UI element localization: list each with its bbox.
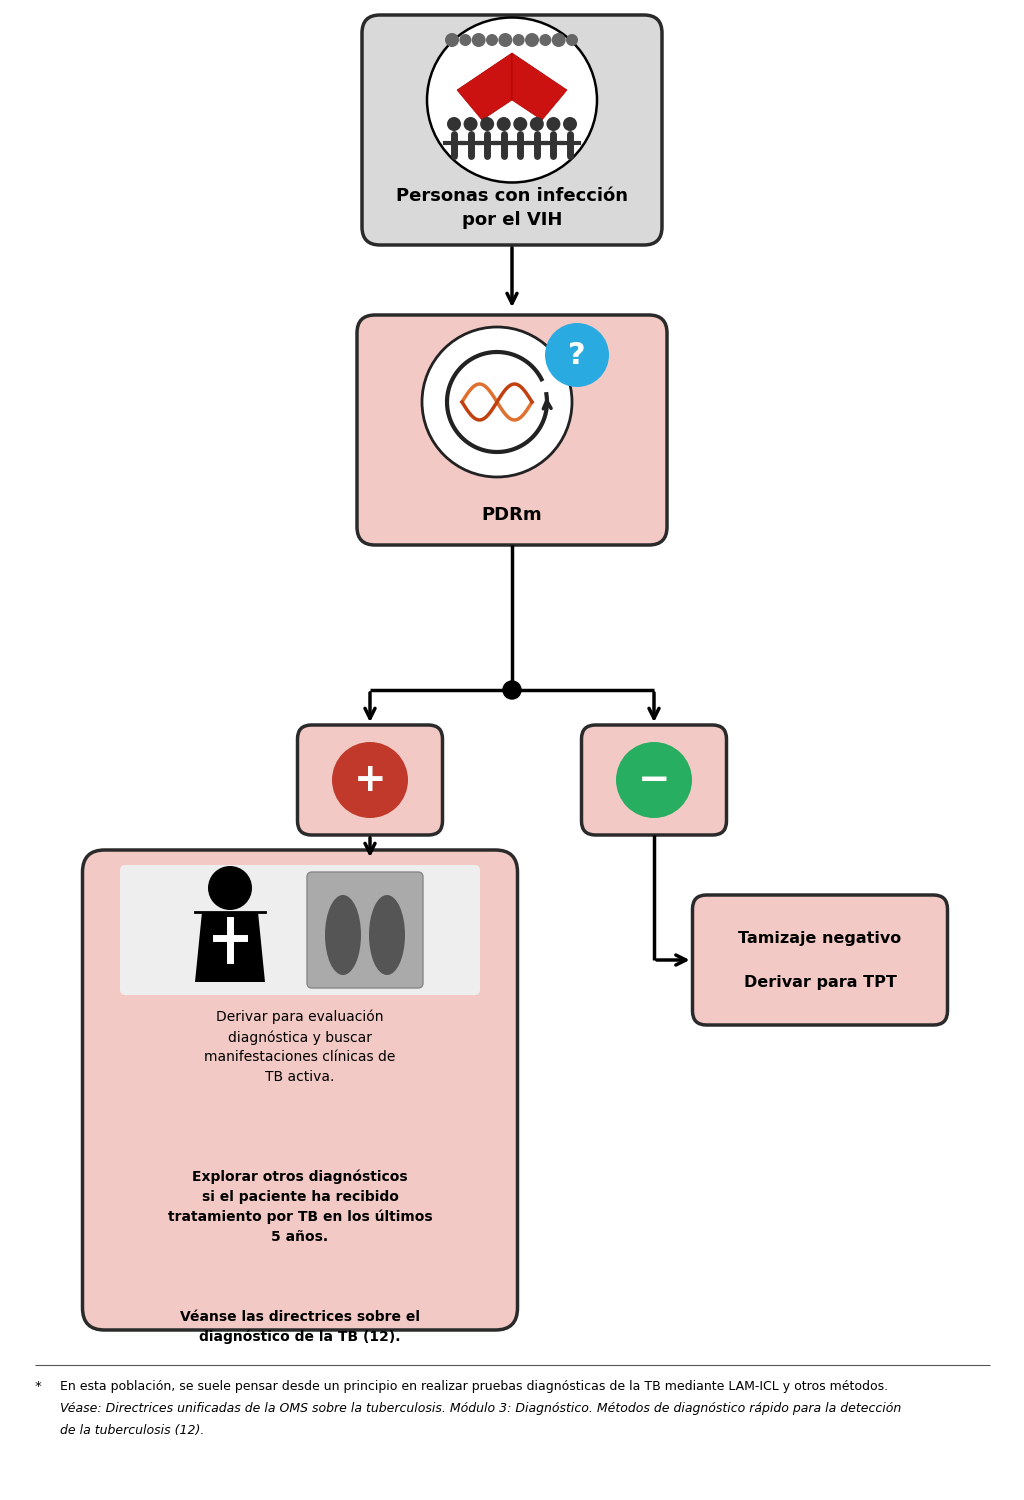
Circle shape — [529, 117, 544, 130]
Ellipse shape — [369, 896, 406, 975]
Circle shape — [513, 117, 527, 130]
Polygon shape — [195, 912, 265, 982]
Circle shape — [447, 117, 461, 130]
Circle shape — [563, 117, 577, 130]
Circle shape — [208, 865, 252, 910]
Text: *: * — [35, 1380, 42, 1394]
Text: Personas con infección
por el VIH: Personas con infección por el VIH — [396, 188, 628, 230]
FancyBboxPatch shape — [357, 315, 667, 544]
Circle shape — [332, 742, 408, 818]
Circle shape — [616, 742, 692, 818]
Text: Véanse las directrices sobre el
diagnóstico de la TB (12).: Véanse las directrices sobre el diagnóst… — [180, 1310, 420, 1344]
FancyBboxPatch shape — [83, 850, 517, 1330]
Ellipse shape — [427, 18, 597, 183]
FancyBboxPatch shape — [692, 896, 947, 1024]
Circle shape — [525, 33, 539, 46]
Circle shape — [472, 33, 485, 46]
Text: −: − — [638, 760, 671, 800]
Circle shape — [513, 34, 524, 46]
Circle shape — [547, 117, 560, 130]
Text: En esta población, se suele pensar desde un principio en realizar pruebas diagnó: En esta población, se suele pensar desde… — [60, 1380, 888, 1394]
Circle shape — [460, 34, 471, 46]
Text: Véase: Directrices unificadas de la OMS sobre la tuberculosis. Módulo 3: Diagnós: Véase: Directrices unificadas de la OMS … — [60, 1402, 901, 1414]
Circle shape — [480, 117, 495, 130]
Circle shape — [497, 117, 511, 130]
Circle shape — [552, 33, 565, 46]
Ellipse shape — [325, 896, 361, 975]
Text: Explorar otros diagnósticos
si el paciente ha recibido
tratamiento por TB en los: Explorar otros diagnósticos si el pacien… — [168, 1170, 432, 1244]
FancyBboxPatch shape — [120, 865, 480, 994]
Circle shape — [503, 681, 521, 699]
FancyBboxPatch shape — [362, 15, 662, 244]
Circle shape — [545, 322, 609, 387]
Text: de la tuberculosis (12).: de la tuberculosis (12). — [60, 1424, 205, 1437]
Circle shape — [464, 117, 477, 130]
Text: Derivar para TPT: Derivar para TPT — [743, 975, 896, 990]
Circle shape — [486, 34, 498, 46]
Circle shape — [422, 327, 572, 477]
Text: PDRm: PDRm — [481, 506, 543, 524]
FancyBboxPatch shape — [582, 724, 726, 836]
Circle shape — [540, 34, 551, 46]
FancyBboxPatch shape — [307, 871, 423, 988]
Text: Tamizaje negativo: Tamizaje negativo — [738, 930, 901, 945]
Text: Derivar para evaluación
diagnóstica y buscar
manifestaciones clínicas de
TB acti: Derivar para evaluación diagnóstica y bu… — [205, 1010, 395, 1083]
Circle shape — [445, 33, 459, 46]
Circle shape — [566, 34, 578, 46]
Circle shape — [499, 33, 512, 46]
Polygon shape — [457, 53, 512, 120]
Text: +: + — [353, 760, 386, 800]
FancyBboxPatch shape — [298, 724, 442, 836]
Polygon shape — [512, 53, 567, 120]
Text: ?: ? — [568, 340, 586, 369]
